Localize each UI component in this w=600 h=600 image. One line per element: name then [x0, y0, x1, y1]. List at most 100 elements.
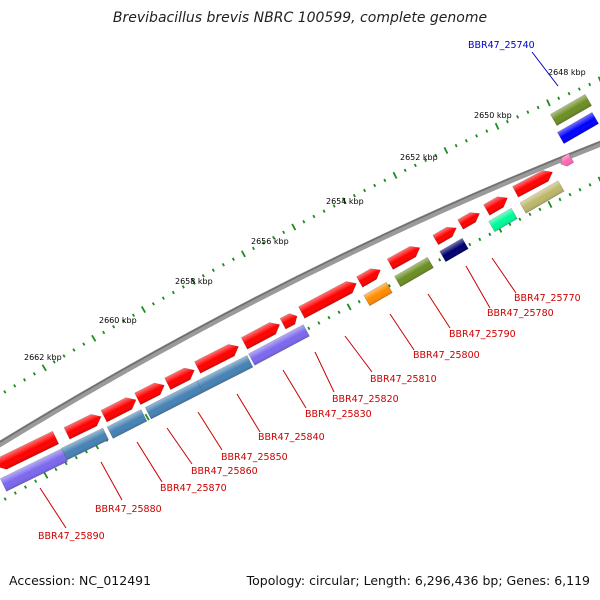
tick-mark	[302, 219, 306, 224]
tick-mark	[72, 348, 76, 352]
cds-feature[interactable]	[386, 243, 423, 270]
tick-mark	[102, 330, 106, 335]
gene-label[interactable]: BBR47_25740	[468, 40, 535, 51]
cds-feature[interactable]	[512, 167, 556, 198]
gene-label[interactable]: BBR47_25790	[449, 329, 516, 340]
tick-mark	[112, 324, 116, 329]
tick-label: 2660 kbp	[99, 316, 137, 325]
tick-mark	[526, 110, 530, 114]
label-connector	[236, 393, 261, 433]
tick-mark	[588, 82, 592, 87]
tick-mark	[403, 168, 407, 173]
gene-label[interactable]: BBR47_25820	[332, 394, 399, 405]
tick-mark	[516, 115, 520, 119]
gene-features	[0, 93, 599, 492]
cds-feature[interactable]	[61, 427, 109, 461]
cds-feature[interactable]	[363, 281, 393, 307]
cds-feature[interactable]	[432, 223, 459, 246]
cds-feature[interactable]	[134, 379, 168, 406]
gene-label[interactable]: BBR47_25880	[95, 504, 162, 515]
tick-mark	[346, 303, 352, 311]
tick-mark	[352, 193, 356, 198]
gene-label[interactable]: BBR47_25860	[191, 466, 258, 477]
tick-mark	[41, 364, 47, 372]
tick-mark	[161, 296, 165, 300]
tick-mark	[322, 209, 326, 213]
tick-mark	[597, 176, 600, 183]
gene-label[interactable]: BBR47_25810	[370, 374, 437, 385]
cds-feature[interactable]	[248, 324, 310, 366]
tick-mark	[62, 354, 66, 358]
tick-mark	[332, 204, 336, 208]
gene-label[interactable]: BBR47_25890	[38, 531, 105, 542]
tick-mark	[387, 284, 391, 288]
label-connector	[197, 411, 223, 451]
cds-feature[interactable]	[394, 256, 434, 288]
tick-mark	[494, 122, 500, 130]
tick-mark	[454, 143, 458, 148]
cds-feature[interactable]	[196, 355, 254, 393]
tick-mark	[424, 158, 428, 163]
tick-mark	[52, 360, 56, 364]
tick-mark	[383, 178, 387, 183]
cds-feature[interactable]	[279, 311, 300, 330]
tick-mark	[171, 290, 175, 295]
cds-feature[interactable]	[0, 430, 60, 473]
cds-feature[interactable]	[298, 278, 360, 319]
cds-feature[interactable]	[0, 448, 69, 492]
cds-feature[interactable]	[194, 341, 242, 374]
label-connector	[166, 427, 193, 465]
tick-mark	[341, 197, 347, 205]
tick-mark	[91, 334, 97, 342]
tick-mark	[464, 139, 468, 143]
cds-feature[interactable]	[457, 209, 483, 230]
gene-label[interactable]: BBR47_25780	[487, 308, 554, 319]
cds-feature[interactable]	[439, 237, 469, 263]
cds-feature[interactable]	[356, 265, 384, 288]
tick-mark	[84, 450, 88, 454]
cds-feature[interactable]	[558, 153, 575, 169]
cds-feature[interactable]	[144, 380, 204, 420]
gene-label[interactable]: BBR47_25840	[258, 432, 325, 443]
gene-label[interactable]: BBR47_25770	[514, 293, 581, 304]
label-connector	[531, 51, 559, 87]
gene-label[interactable]: BBR47_25830	[305, 409, 372, 420]
cds-feature[interactable]	[557, 111, 599, 145]
tick-mark	[291, 223, 297, 231]
tick-label: 2654 kbp	[326, 197, 364, 206]
tick-mark	[221, 263, 225, 267]
tick-mark	[567, 91, 571, 96]
cds-feature[interactable]	[164, 364, 198, 391]
tick-mark	[74, 455, 78, 460]
tick-mark	[392, 171, 398, 179]
tick-mark	[64, 461, 68, 466]
tick-mark	[478, 237, 482, 242]
cds-feature[interactable]	[100, 394, 139, 423]
tick-mark	[211, 268, 215, 273]
tick-mark	[201, 274, 205, 278]
cds-feature[interactable]	[550, 93, 592, 127]
label-connector	[389, 313, 415, 351]
gene-label[interactable]: BBR47_25870	[160, 483, 227, 494]
tick-mark	[413, 163, 417, 168]
tick-mark	[443, 146, 449, 155]
label-connector	[136, 441, 163, 483]
gene-label[interactable]: BBR47_25800	[413, 350, 480, 361]
gene-label[interactable]: BBR47_25850	[221, 452, 288, 463]
genome-backbone	[0, 140, 600, 448]
tick-label: 2662 kbp	[24, 353, 62, 362]
label-connector	[491, 257, 517, 294]
cds-feature[interactable]	[106, 409, 148, 439]
cds-feature[interactable]	[240, 319, 282, 350]
cds-feature[interactable]	[483, 193, 511, 216]
cds-feature[interactable]	[63, 411, 104, 440]
cds-feature[interactable]	[519, 180, 565, 214]
tick-label: 2656 kbp	[251, 237, 289, 246]
tick-mark	[357, 299, 361, 304]
tick-mark	[32, 372, 36, 376]
tick-mark	[547, 200, 553, 208]
tick-mark	[3, 497, 7, 501]
cds-feature[interactable]	[488, 207, 518, 233]
tick-mark	[363, 188, 367, 193]
